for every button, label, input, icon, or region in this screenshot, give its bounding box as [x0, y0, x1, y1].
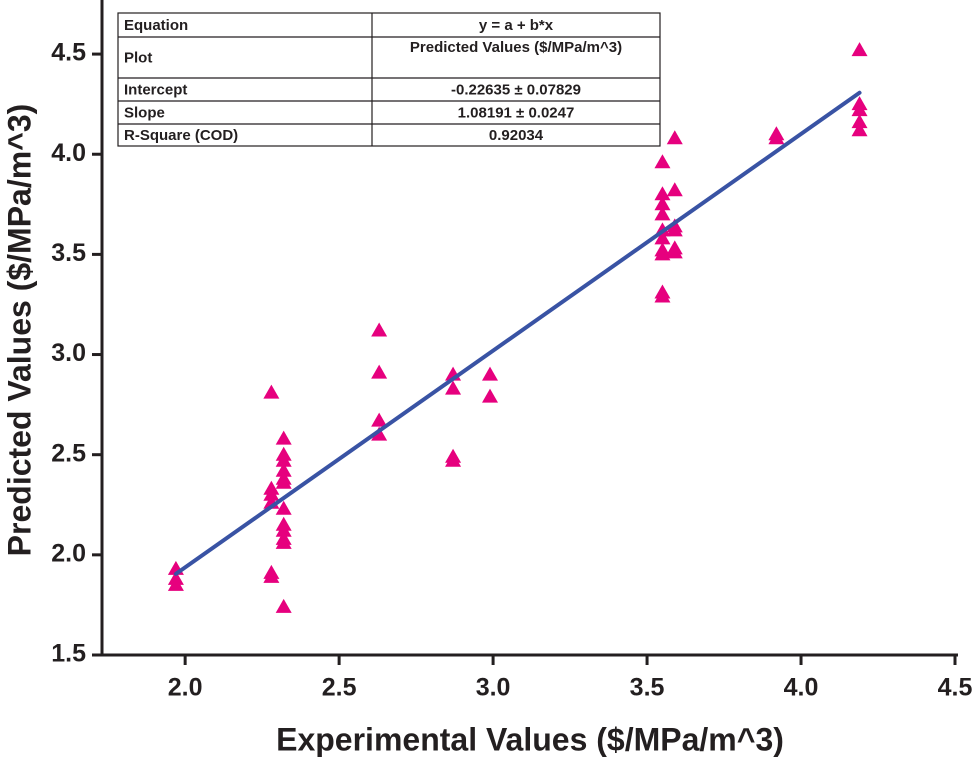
data-point	[275, 462, 292, 477]
data-point	[263, 568, 280, 583]
data-point	[654, 230, 671, 245]
data-point	[263, 384, 280, 399]
data-point	[275, 430, 292, 445]
data-point	[654, 288, 671, 303]
data-point	[371, 412, 388, 427]
data-point	[654, 196, 671, 211]
table-value: 1.08191 ± 0.0247	[458, 104, 575, 121]
table-value: 0.92034	[489, 127, 544, 144]
data-point	[371, 322, 388, 337]
y-tick-label: 2.5	[51, 439, 86, 467]
x-tick-label: 3.5	[630, 674, 665, 702]
data-point	[371, 426, 388, 441]
data-point	[445, 380, 462, 395]
data-point	[851, 42, 868, 57]
table-label: Intercept	[124, 81, 187, 98]
data-point	[275, 534, 292, 549]
table-label: Equation	[124, 17, 188, 34]
x-tick-label: 4.5	[938, 674, 973, 702]
x-tick-label: 4.0	[784, 674, 819, 702]
data-point	[263, 486, 280, 501]
data-point	[666, 130, 683, 145]
data-point	[275, 522, 292, 537]
table-value: -0.22635 ± 0.07829	[451, 81, 581, 98]
y-axis-title: Predicted Values ($/MPa/m^3)	[1, 104, 37, 557]
data-point	[275, 474, 292, 489]
table-label: Slope	[124, 104, 165, 121]
data-point	[654, 154, 671, 169]
y-tick-label: 2.0	[51, 539, 86, 567]
table-label: R-Square (COD)	[124, 127, 238, 144]
data-point	[371, 364, 388, 379]
data-point	[482, 388, 499, 403]
data-point	[275, 500, 292, 515]
data-point	[666, 244, 683, 259]
table-label: Plot	[124, 49, 152, 66]
data-point	[666, 222, 683, 237]
data-point	[654, 206, 671, 221]
data-point	[654, 246, 671, 261]
x-axis-title: Experimental Values ($/MPa/m^3)	[276, 721, 784, 757]
data-point	[851, 114, 868, 129]
data-point	[167, 576, 184, 591]
data-point	[445, 452, 462, 467]
x-tick-label: 2.5	[322, 674, 357, 702]
data-point	[654, 186, 671, 201]
data-point	[851, 122, 868, 137]
x-tick-label: 2.0	[168, 674, 203, 702]
y-tick-label: 1.5	[51, 640, 86, 668]
x-tick-label: 3.0	[476, 674, 511, 702]
data-point	[768, 130, 785, 145]
y-tick-label: 3.0	[51, 339, 86, 367]
data-point	[275, 452, 292, 467]
data-point	[275, 598, 292, 613]
y-tick-label: 4.5	[51, 39, 86, 67]
y-tick-label: 3.5	[51, 239, 86, 267]
data-point	[482, 366, 499, 381]
fit-line	[173, 90, 862, 576]
y-tick-label: 4.0	[51, 139, 86, 167]
data-point	[851, 102, 868, 117]
stats-table: Equation y = a + b*x Plot Predicted Values …	[117, 12, 661, 147]
table-value: y = a + b*x	[479, 17, 554, 34]
data-point	[666, 182, 683, 197]
table-value: Predicted Values ($/MPa/m^3)	[410, 39, 622, 56]
